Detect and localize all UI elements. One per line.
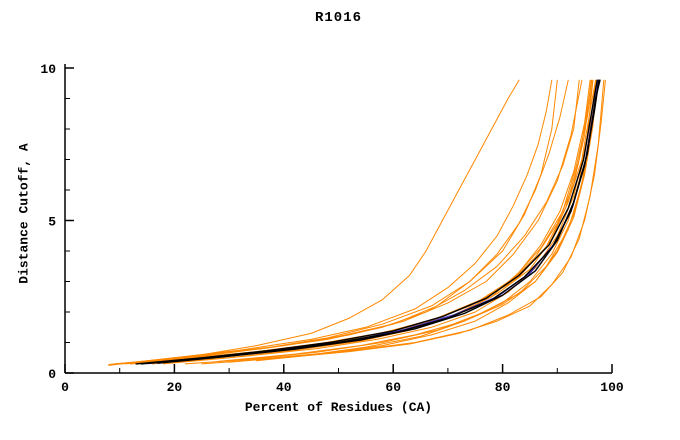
series-line-model-07	[201, 79, 606, 365]
series-line-reference-2	[157, 79, 601, 364]
series-line-model-10	[130, 79, 594, 365]
series-line-model-16	[152, 79, 592, 365]
series-line-reference-3	[135, 79, 598, 365]
y-tick-label: 10	[40, 62, 56, 77]
y-tick-label: 5	[48, 215, 56, 230]
series-line-reference-1	[140, 79, 600, 365]
series-line-model-17	[124, 79, 558, 365]
x-axis-label: Percent of Residues (CA)	[244, 400, 433, 415]
x-tick-label: 80	[495, 380, 511, 395]
x-tick-label: 40	[276, 380, 292, 395]
series-line-model-18	[239, 79, 597, 361]
series-line-model-14	[119, 79, 593, 365]
x-tick-label: 20	[167, 380, 183, 395]
series-line-model-06	[163, 79, 591, 365]
series-line-model-03	[130, 79, 569, 365]
series-line-model-05	[228, 79, 594, 363]
chart-title: R1016	[314, 10, 362, 26]
series-line-model-09	[108, 79, 583, 365]
series-line-model-04	[113, 79, 580, 365]
series-line-model-11	[146, 79, 597, 364]
series-line-model-02	[119, 79, 553, 365]
x-tick-label: 0	[61, 380, 69, 395]
series-line-model-08	[255, 79, 599, 362]
series-line-model-01	[108, 79, 520, 366]
y-tick-label: 0	[48, 367, 56, 382]
series-line-highlight-model	[146, 79, 599, 365]
x-tick-label: 100	[600, 380, 624, 395]
series-line-model-13	[184, 79, 605, 365]
x-tick-label: 60	[385, 380, 401, 395]
